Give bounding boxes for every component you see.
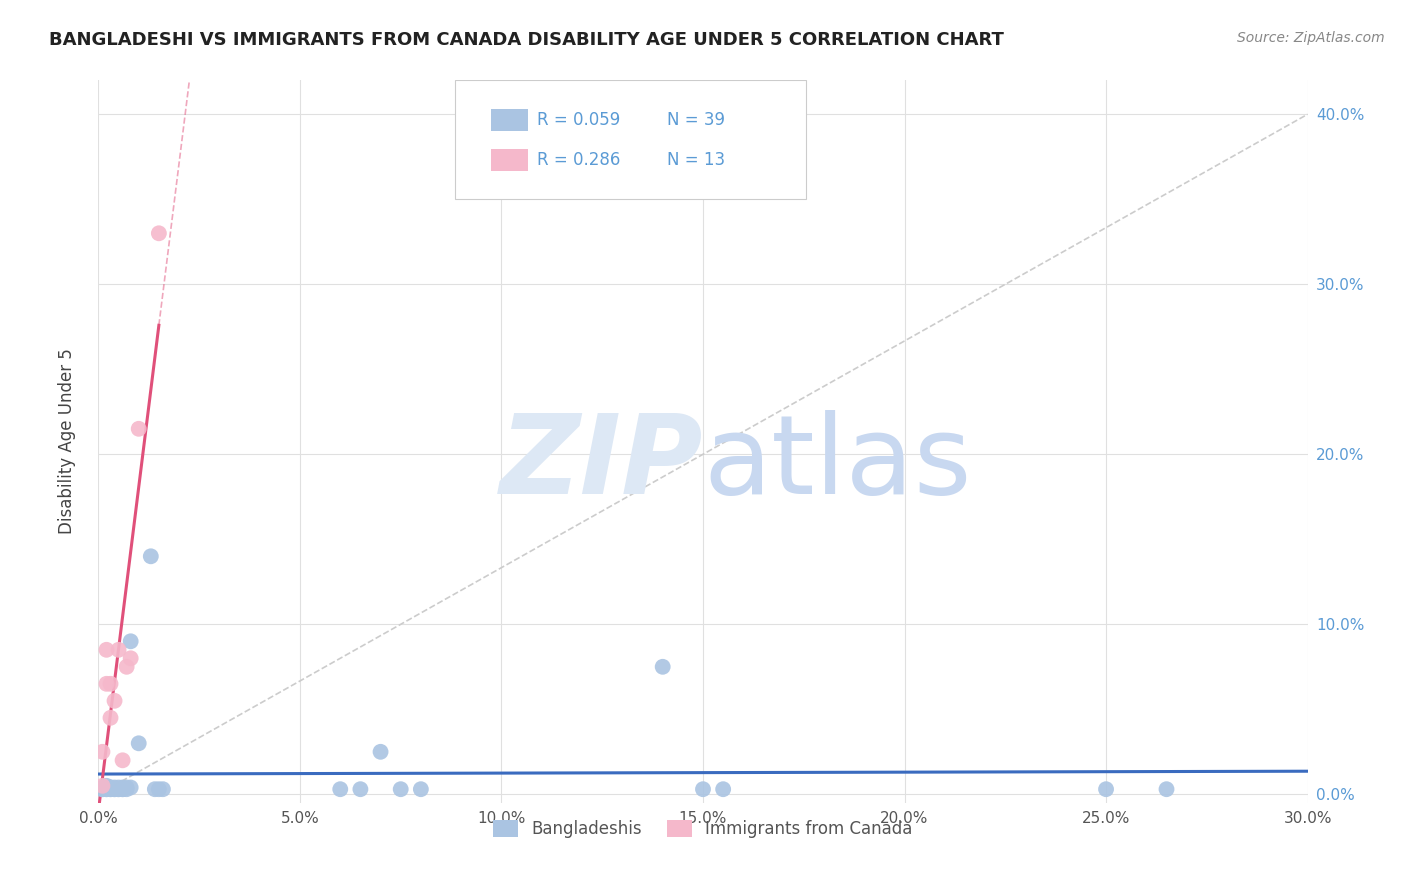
Point: [329, 782, 352, 797]
Point: [103, 782, 125, 797]
Point: [120, 634, 142, 648]
Text: R = 0.059: R = 0.059: [537, 111, 620, 129]
Y-axis label: Disability Age Under 5: Disability Age Under 5: [58, 349, 76, 534]
Point: [128, 422, 150, 436]
Text: Source: ZipAtlas.com: Source: ZipAtlas.com: [1237, 31, 1385, 45]
Point: [100, 780, 122, 795]
Legend: Bangladeshis, Immigrants from Canada: Bangladeshis, Immigrants from Canada: [486, 814, 920, 845]
Point: [143, 782, 166, 797]
Point: [96, 782, 118, 797]
Point: [107, 780, 129, 795]
Point: [111, 782, 134, 797]
Point: [111, 782, 134, 797]
Point: [91, 779, 114, 793]
Point: [711, 782, 734, 797]
Point: [152, 782, 174, 797]
Point: [692, 782, 714, 797]
Point: [128, 736, 150, 750]
FancyBboxPatch shape: [492, 109, 527, 131]
Point: [96, 642, 118, 657]
Point: [103, 694, 125, 708]
Point: [96, 780, 118, 795]
Point: [100, 780, 122, 795]
Point: [148, 227, 170, 241]
Point: [107, 642, 129, 657]
Point: [107, 782, 129, 797]
Point: [100, 782, 122, 797]
Point: [91, 745, 114, 759]
Point: [148, 782, 170, 797]
Point: [107, 782, 129, 797]
Point: [100, 711, 122, 725]
FancyBboxPatch shape: [456, 80, 806, 200]
Point: [651, 660, 673, 674]
Point: [96, 779, 118, 793]
Text: R = 0.286: R = 0.286: [537, 151, 620, 169]
Text: N = 39: N = 39: [666, 111, 724, 129]
Point: [120, 780, 142, 795]
Point: [91, 780, 114, 795]
Point: [370, 745, 392, 759]
Point: [115, 782, 138, 797]
Point: [349, 782, 371, 797]
Text: atlas: atlas: [703, 409, 972, 516]
Point: [115, 780, 138, 795]
Text: BANGLADESHI VS IMMIGRANTS FROM CANADA DISABILITY AGE UNDER 5 CORRELATION CHART: BANGLADESHI VS IMMIGRANTS FROM CANADA DI…: [49, 31, 1004, 49]
Point: [1095, 782, 1118, 797]
Point: [103, 782, 125, 797]
Point: [103, 780, 125, 795]
Point: [1156, 782, 1178, 797]
Point: [96, 677, 118, 691]
Point: [100, 782, 122, 797]
Point: [115, 660, 138, 674]
FancyBboxPatch shape: [492, 149, 527, 170]
Point: [100, 677, 122, 691]
Point: [389, 782, 412, 797]
Point: [111, 780, 134, 795]
Point: [409, 782, 432, 797]
Text: N = 13: N = 13: [666, 151, 725, 169]
Point: [91, 782, 114, 797]
Point: [120, 651, 142, 665]
Point: [111, 753, 134, 767]
Point: [91, 782, 114, 797]
Text: ZIP: ZIP: [499, 409, 703, 516]
Point: [96, 782, 118, 797]
Point: [139, 549, 162, 564]
